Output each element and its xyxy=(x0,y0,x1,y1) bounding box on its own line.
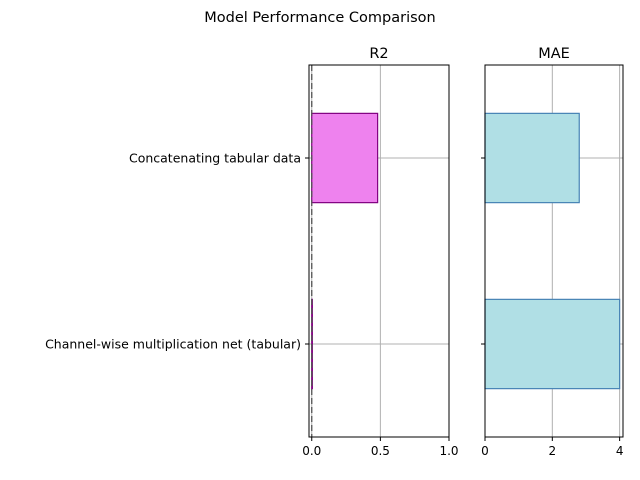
panel-r2: R2 0.0 0.5 1.0 Concatenating tabular data Cha… xyxy=(45,46,458,458)
panel-mae: MAE 0 2 4 xyxy=(481,46,624,458)
axes-frame xyxy=(308,64,450,438)
bar-mae-0 xyxy=(484,112,580,204)
x-tick-label: 1.0 xyxy=(439,444,458,458)
x-tick-label: 0.0 xyxy=(302,444,321,458)
bar-r2-0 xyxy=(311,112,379,204)
category-label: Channel-wise multiplication net (tabular… xyxy=(45,337,301,352)
chart-title: Model Performance Comparison xyxy=(204,10,435,26)
x-tick-label: 4 xyxy=(616,444,624,458)
x-tick-label: 2 xyxy=(548,444,556,458)
category-label: Concatenating tabular data xyxy=(129,151,301,166)
axes-frame xyxy=(484,64,624,438)
x-tick-label: 0 xyxy=(481,444,489,458)
panel-title: MAE xyxy=(538,46,570,62)
x-tick-label: 0.5 xyxy=(371,444,390,458)
bar-mae-1 xyxy=(484,298,621,390)
panel-title: R2 xyxy=(369,46,388,62)
